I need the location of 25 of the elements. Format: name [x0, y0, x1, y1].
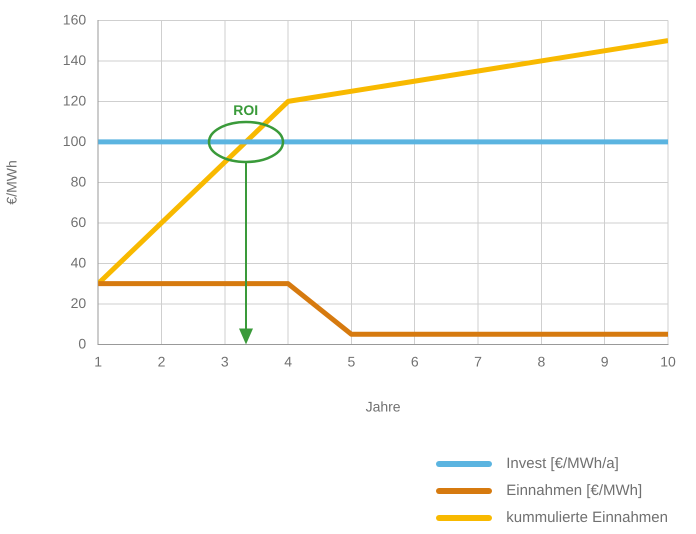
y-axis-title: €/MWh	[3, 160, 20, 205]
x-tick-label: 5	[348, 354, 356, 370]
x-axis-title: Jahre	[366, 398, 401, 414]
x-tick-label: 9	[600, 354, 609, 370]
x-tick-label: 3	[220, 354, 229, 370]
y-tick-label: 100	[62, 132, 86, 149]
annotation: ROI	[233, 102, 258, 118]
y-tick-label: 40	[70, 254, 86, 270]
y-tick-label: 80	[70, 173, 86, 190]
x-tick-label: 10	[660, 354, 676, 370]
x-tick-label: 8	[537, 354, 546, 370]
y-tick-label: 140	[62, 52, 86, 68]
x-tick-label: 1	[94, 354, 102, 370]
legend-label: kummulierte Einnahmen	[506, 509, 668, 526]
y-tick-label: 120	[62, 92, 86, 108]
x-tick-label: 7	[474, 354, 482, 370]
y-tick-label: 20	[70, 294, 86, 311]
legend-label: Invest [€/MWh/a]	[506, 455, 619, 472]
x-tick-label: 6	[410, 354, 419, 370]
y-tick-label: 60	[70, 214, 86, 230]
x-tick-label: 4	[284, 354, 292, 370]
x-tick-label: 2	[158, 354, 166, 370]
legend-label: Einnahmen [€/MWh]	[506, 482, 642, 499]
y-tick-label: 160	[62, 11, 86, 28]
y-tick-label: 0	[78, 335, 86, 352]
